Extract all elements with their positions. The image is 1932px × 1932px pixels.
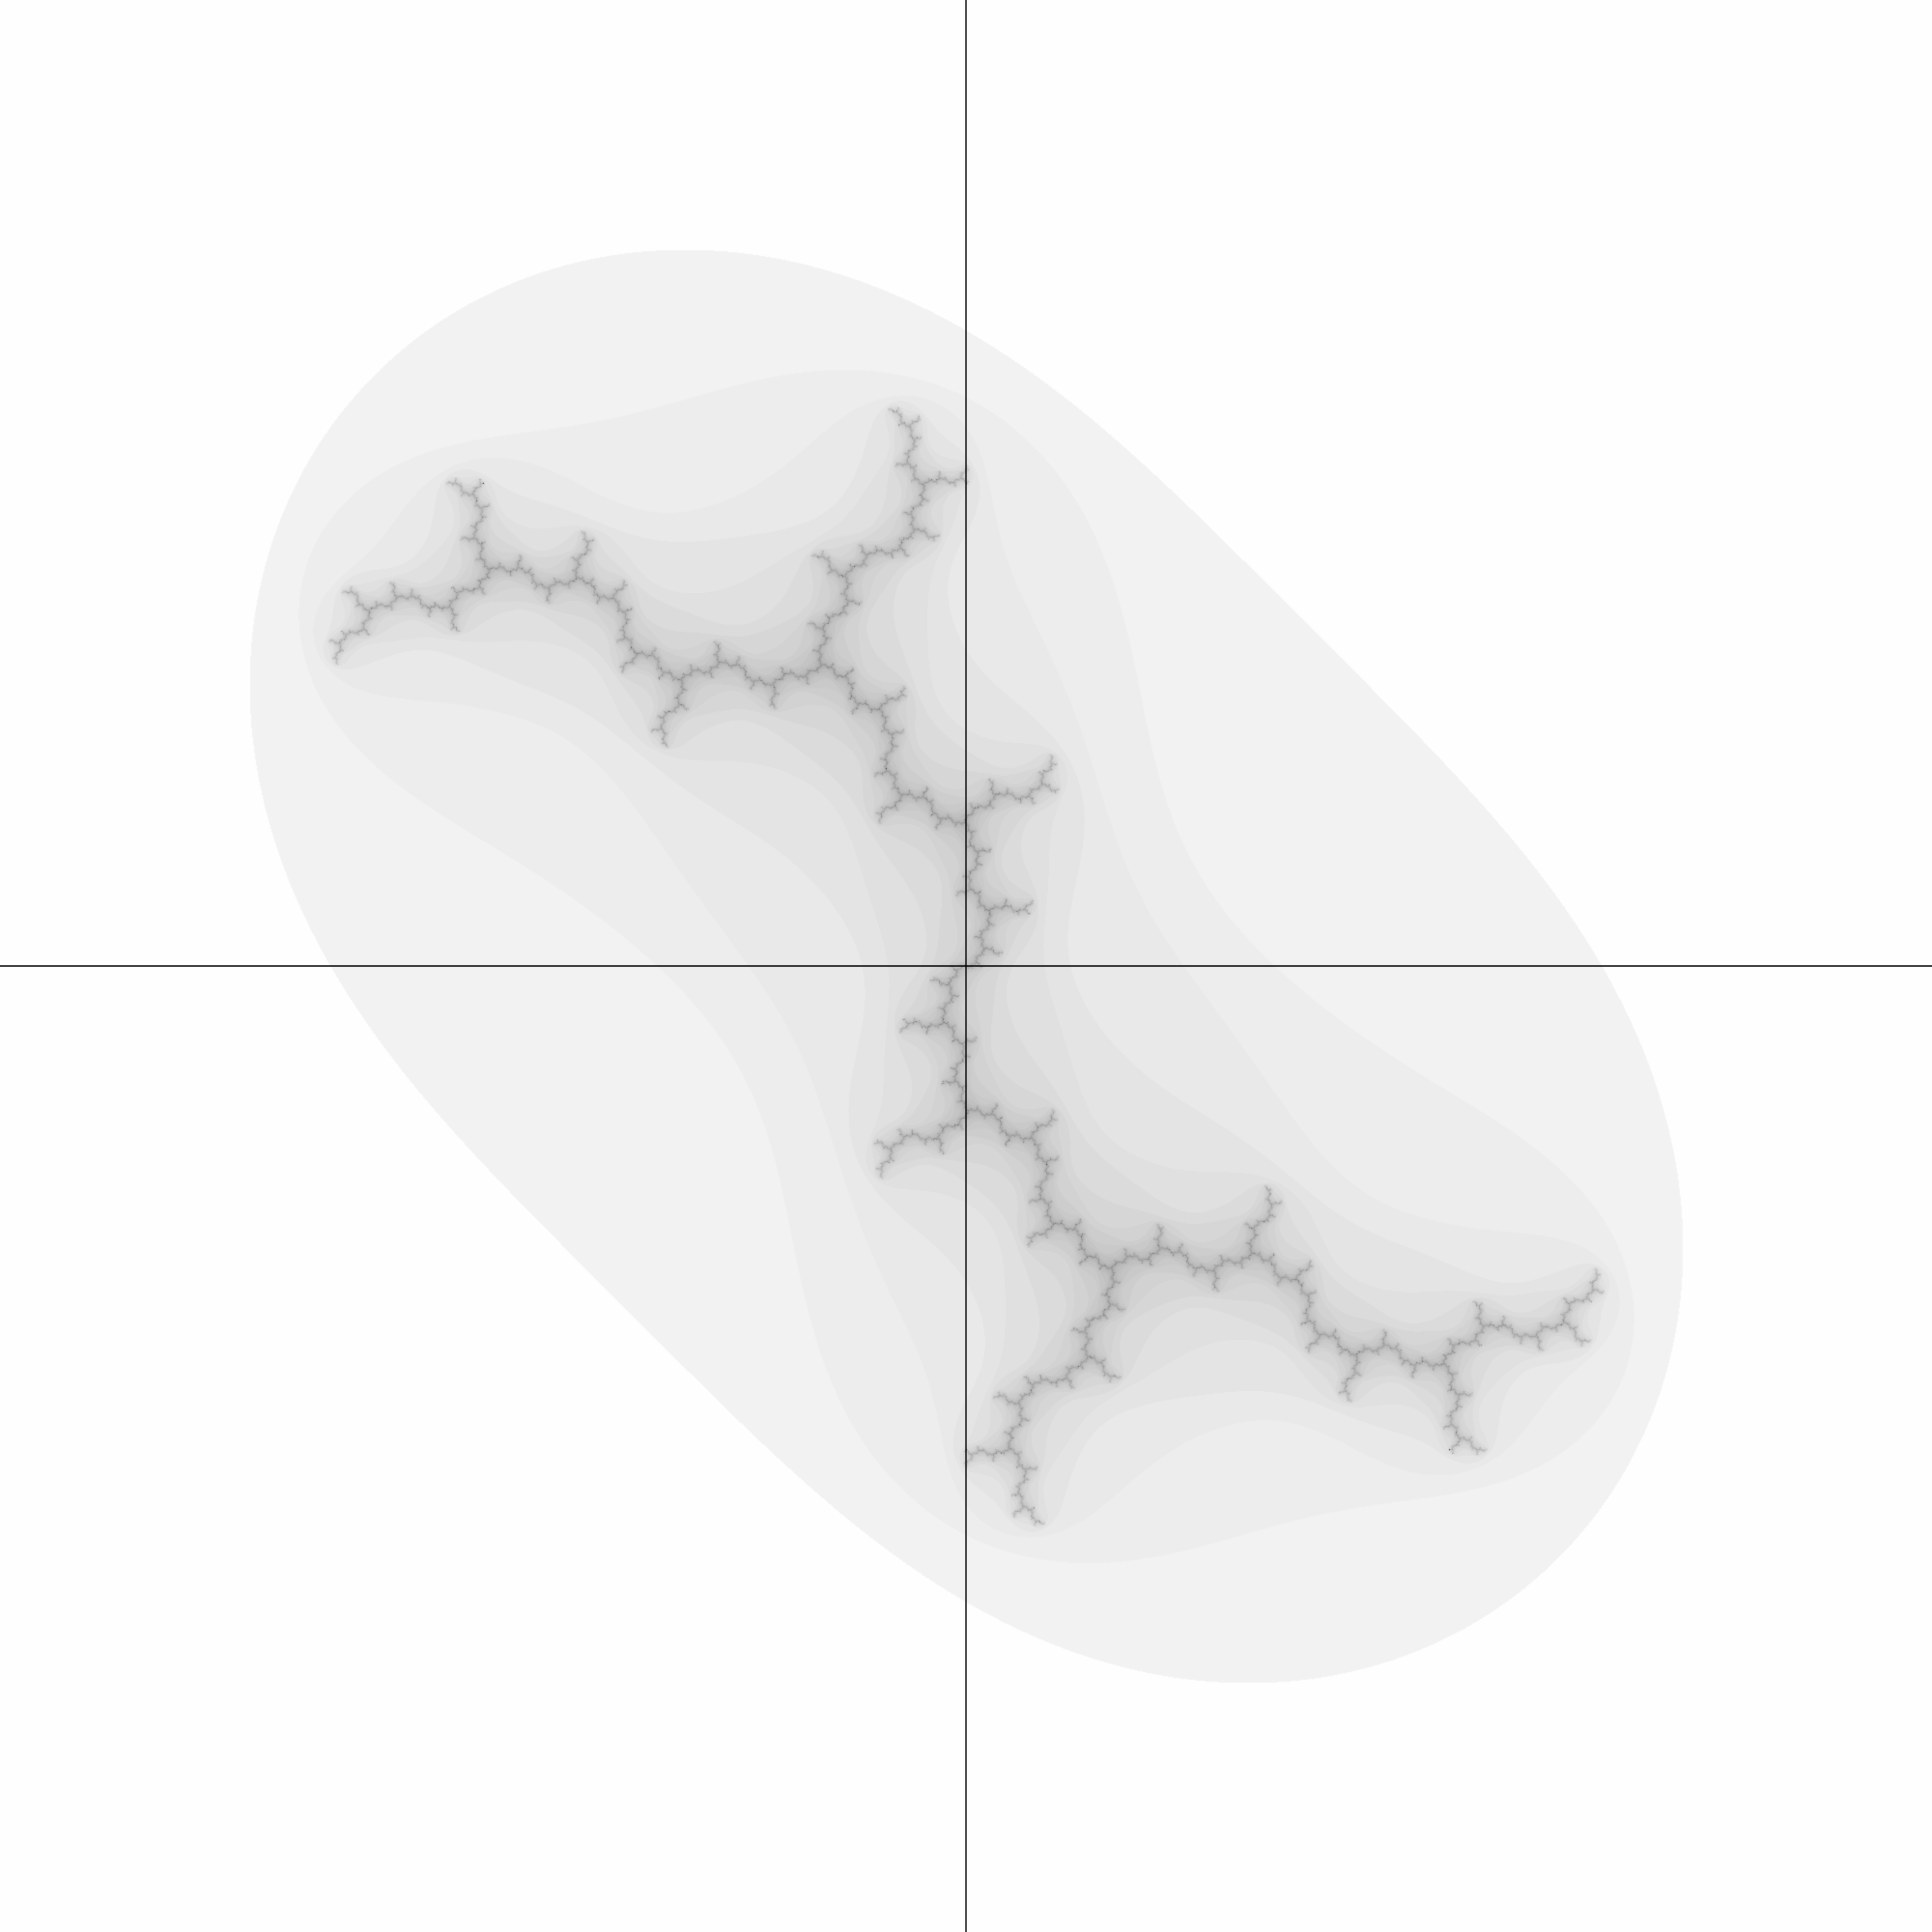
fractal-viewport xyxy=(0,0,1932,1932)
julia-set-render xyxy=(0,0,1932,1932)
